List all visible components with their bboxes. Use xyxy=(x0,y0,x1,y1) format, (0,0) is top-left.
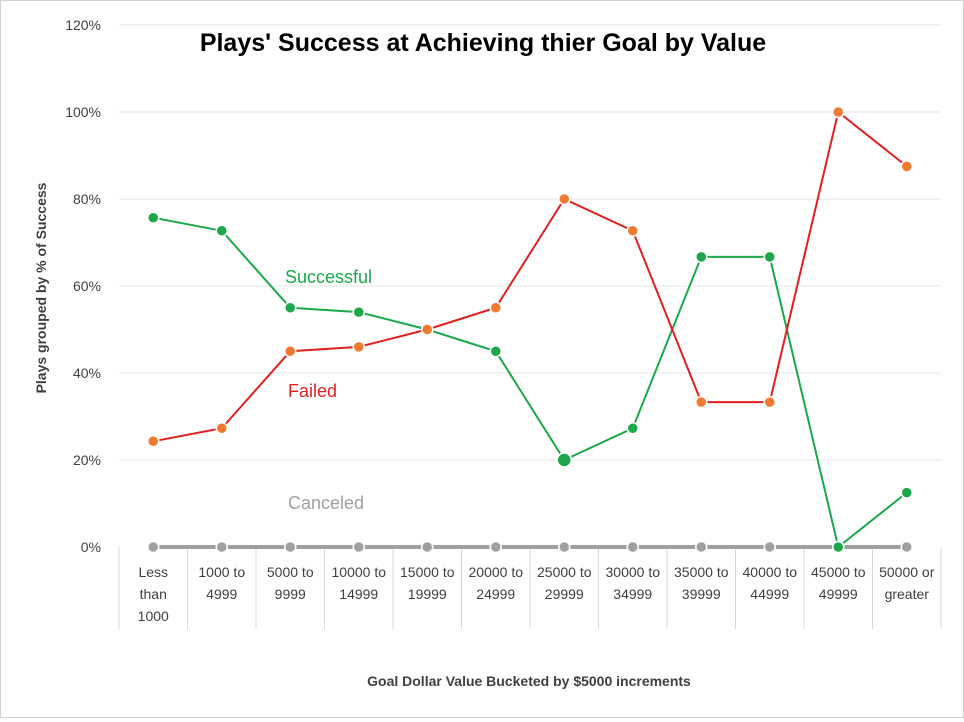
point-canceled xyxy=(695,540,708,554)
category-table: Less than 1000 1000 to 4999 5000 to 9999 10000 … xyxy=(118,547,942,629)
point-successful xyxy=(147,211,160,224)
series-line-successful xyxy=(153,216,908,549)
point-failed xyxy=(215,421,228,435)
x-tick-label: Less than 1000 xyxy=(138,564,169,624)
point-canceled xyxy=(215,540,228,554)
point-failed xyxy=(147,435,160,448)
point-canceled xyxy=(558,540,571,554)
point-successful xyxy=(489,345,502,358)
point-canceled xyxy=(489,540,502,554)
x-tick-label: 35000 to 39999 xyxy=(674,564,729,602)
point-canceled xyxy=(352,540,365,554)
annotation-failed: Failed xyxy=(288,381,337,401)
point-successful xyxy=(900,486,913,499)
x-tick-label: 20000 to 24999 xyxy=(469,564,524,602)
point-successful xyxy=(284,301,297,314)
point-failed xyxy=(695,395,708,409)
y-tick-label: 40% xyxy=(73,365,101,381)
point-successful xyxy=(352,305,365,319)
point-successful xyxy=(763,250,776,264)
point-canceled xyxy=(284,540,297,554)
point-canceled xyxy=(421,540,434,554)
point-successful xyxy=(215,224,228,238)
annotation-canceled: Canceled xyxy=(288,493,364,513)
point-successful xyxy=(695,250,708,264)
x-tick-label: 45000 to 49999 xyxy=(811,564,866,602)
point-successful xyxy=(626,421,639,435)
point-successful xyxy=(556,452,572,468)
annotation-successful: Successful xyxy=(285,267,372,287)
x-tick-label: 25000 to 29999 xyxy=(537,564,592,602)
y-axis-label: Plays grouped by % of Success xyxy=(33,182,49,393)
point-failed xyxy=(284,345,297,358)
x-tick-label: 5000 to 9999 xyxy=(267,564,314,602)
point-failed xyxy=(489,301,502,314)
x-axis-label: Goal Dollar Value Bucketed by $5000 incr… xyxy=(367,673,691,689)
y-tick-label: 80% xyxy=(73,191,101,207)
y-tick-label: 0% xyxy=(81,539,101,555)
point-successful xyxy=(832,540,845,554)
point-failed xyxy=(421,323,434,336)
x-tick-label: 10000 to 14999 xyxy=(332,564,387,602)
point-failed xyxy=(763,395,776,409)
point-failed xyxy=(352,340,365,354)
y-tick-label: 120% xyxy=(65,17,101,33)
point-failed xyxy=(558,192,571,206)
y-tick-labels: 0% 20% 40% 60% 80% 100% 120% xyxy=(65,17,101,555)
y-tick-label: 20% xyxy=(73,452,101,468)
x-tick-label: 30000 to 34999 xyxy=(606,564,661,602)
point-canceled xyxy=(147,540,160,554)
chart-title: Plays' Success at Achieving thier Goal b… xyxy=(200,29,766,57)
point-failed xyxy=(626,224,639,238)
x-tick-label: 40000 to 44999 xyxy=(743,564,798,602)
x-tick-label: 15000 to 19999 xyxy=(400,564,455,602)
series-line-failed xyxy=(153,110,908,443)
y-tick-label: 60% xyxy=(73,278,101,294)
point-canceled xyxy=(626,540,639,554)
point-failed xyxy=(900,160,913,173)
x-tick-label: 50000 or greater xyxy=(879,564,935,602)
point-failed xyxy=(832,105,845,119)
series-group xyxy=(147,105,913,554)
point-canceled xyxy=(763,540,776,554)
y-tick-label: 100% xyxy=(65,104,101,120)
x-tick-label: 1000 to 4999 xyxy=(198,564,245,602)
point-canceled xyxy=(900,540,913,554)
gridlines xyxy=(119,24,941,461)
